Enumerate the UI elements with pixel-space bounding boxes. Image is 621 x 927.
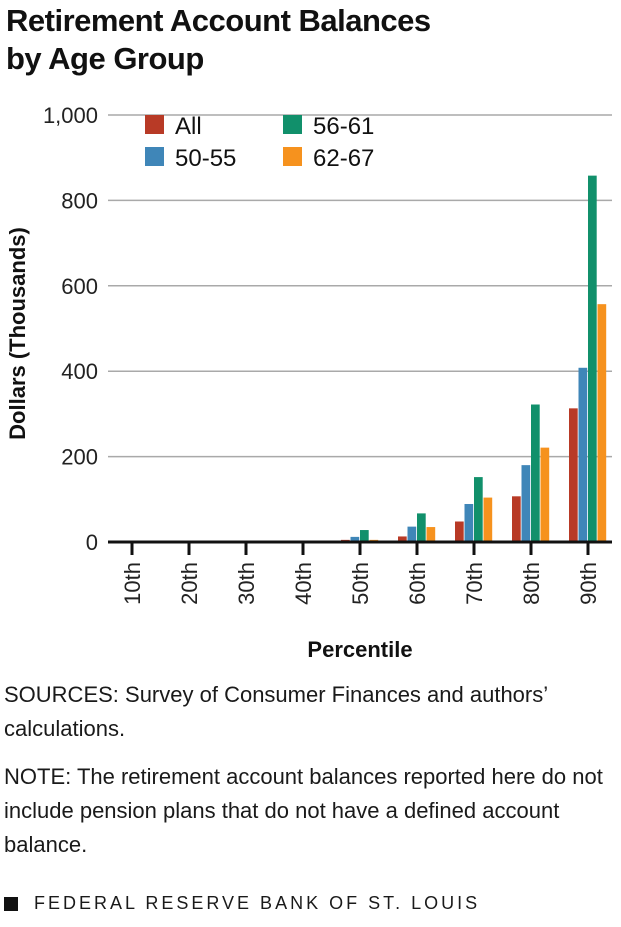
legend-label: 50-55 — [175, 145, 236, 172]
bar-62-67-80th — [540, 447, 550, 542]
bar-all-60th — [398, 536, 407, 542]
x-tick-label: 20th — [177, 562, 202, 605]
chart-title-line-2: by Age Group — [6, 41, 204, 76]
legend-swatch-56-61 — [283, 115, 302, 134]
x-tick-label: 30th — [234, 562, 259, 605]
bar-62-67-70th — [483, 497, 493, 542]
bar-62-67-90th — [597, 304, 607, 542]
bar-50-55-60th — [407, 526, 417, 542]
y-tick-label: 1,000 — [43, 103, 98, 128]
y-tick-label: 400 — [61, 359, 98, 384]
legend-label: All — [175, 113, 202, 140]
legend-swatch-all — [145, 115, 164, 134]
legend-label: 56-61 — [313, 113, 374, 140]
y-tick-label: 600 — [61, 274, 98, 299]
x-tick-label: 10th — [120, 562, 145, 605]
y-axis-label: Dollars (Thousands) — [5, 227, 30, 440]
note-text: NOTE: The retirement account balances re… — [4, 764, 603, 857]
footer-square-icon — [4, 896, 18, 911]
bar-50-55-90th — [578, 367, 588, 542]
y-tick-label: 800 — [61, 188, 98, 213]
x-tick-label: 90th — [576, 562, 601, 605]
bars — [246, 175, 607, 543]
bar-chart: 0 200 400 600 800 1,000 Dollars (Thousands) 1… — [5, 103, 612, 662]
x-axis-label: Percentile — [307, 637, 412, 662]
footer: FEDERAL RESERVE BANK OF ST. LOUIS — [4, 893, 480, 914]
bar-50-55-80th — [521, 465, 531, 542]
legend-label: 62-67 — [313, 145, 374, 172]
y-tick-label: 0 — [86, 530, 98, 555]
bar-56-61-80th — [531, 404, 540, 542]
bar-56-61-90th — [588, 175, 597, 542]
bar-all-70th — [455, 521, 464, 542]
gridlines — [108, 114, 612, 458]
y-tick-label: 200 — [61, 445, 98, 470]
x-tick-label: 60th — [405, 562, 430, 605]
legend-swatch-62-67 — [283, 147, 302, 166]
bar-56-61-60th — [417, 513, 426, 542]
bar-50-55-50th — [350, 536, 360, 542]
x-tick-label: 80th — [519, 562, 544, 605]
bar-all-90th — [569, 408, 578, 542]
bar-50-55-70th — [464, 503, 474, 542]
bar-62-67-60th — [426, 527, 436, 542]
legend: All 50-55 56-61 62-67 — [145, 113, 374, 172]
chart-title: Retirement Account Balances by Age Group — [6, 2, 431, 78]
legend-swatch-50-55 — [145, 147, 164, 166]
x-axis-ticks: 10th 20th 30th 40th 50th 60th 70th 80th 90th — [120, 542, 601, 605]
bar-56-61-50th — [360, 530, 369, 542]
y-axis-ticks: 0 200 400 600 800 1,000 — [43, 103, 98, 555]
bar-all-80th — [512, 496, 521, 542]
bar-56-61-70th — [474, 477, 483, 542]
x-tick-label: 40th — [291, 562, 316, 605]
footer-label: FEDERAL RESERVE BANK OF ST. LOUIS — [34, 893, 481, 913]
x-tick-label: 70th — [462, 562, 487, 605]
x-tick-label: 50th — [348, 562, 373, 605]
chart-title-line-1: Retirement Account Balances — [6, 3, 431, 38]
notes: SOURCES: Survey of Consumer Finances and… — [4, 678, 604, 876]
sources-note: SOURCES: Survey of Consumer Finances and… — [4, 682, 548, 741]
